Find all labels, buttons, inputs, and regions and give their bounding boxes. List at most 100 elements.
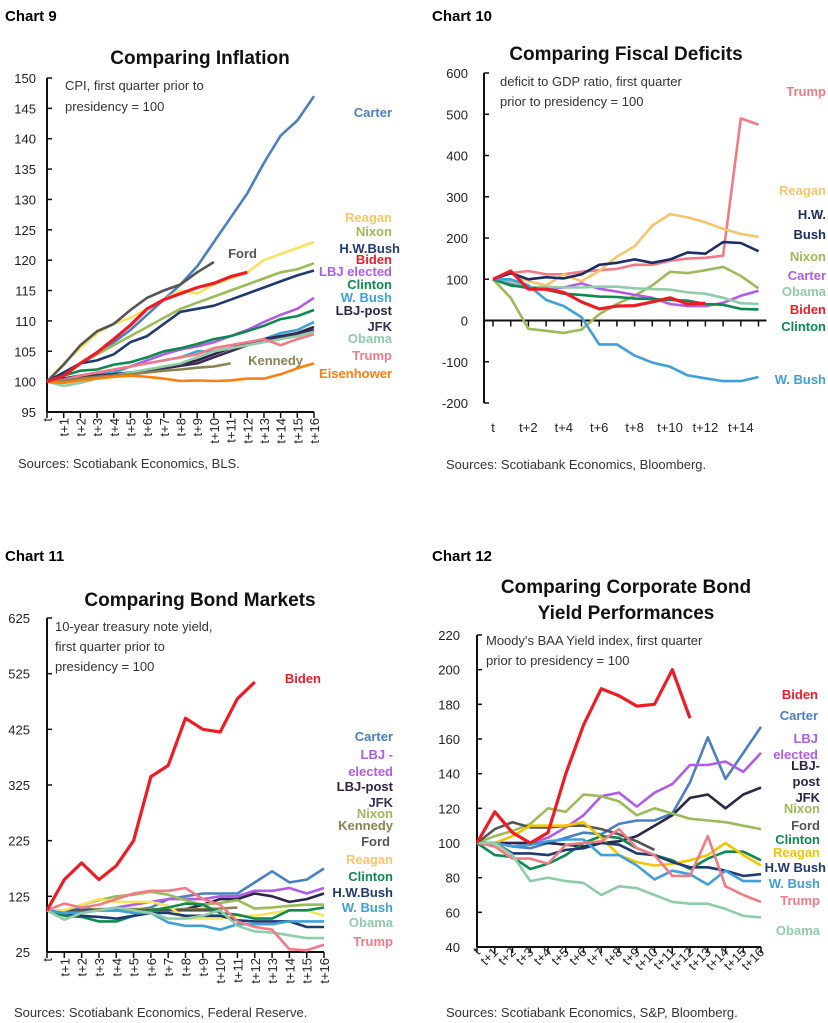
x-tick-label: t+6 — [144, 958, 159, 976]
x-tick-label: t+8 — [179, 958, 194, 976]
x-tick-label: t+2 — [75, 958, 90, 976]
series-label: JFK — [367, 319, 392, 334]
y-tick-label: 60 — [446, 905, 460, 920]
series-line-trump — [492, 117, 759, 281]
chart-source: Sources: Scotiabank Economics, BLS. — [18, 456, 240, 471]
series-label: Obama — [782, 284, 827, 299]
y-tick-label: 0 — [461, 314, 468, 329]
chart-9: Chart 9 Comparing Inflation CPI, first qua… — [5, 8, 400, 471]
series-line-h-w-bush — [492, 240, 760, 281]
series-line-lbj-post — [477, 786, 762, 848]
x-tick-label: t+1 — [57, 958, 72, 976]
series-label: H.W Bush — [765, 860, 826, 875]
series-label: Nixon — [356, 224, 392, 239]
y-tick-label: -100 — [442, 355, 468, 370]
y-tick-label: 625 — [8, 611, 30, 626]
x-tick-label: t+10 — [657, 420, 683, 435]
series-label: Carter — [780, 708, 818, 723]
y-tick-label: 135 — [14, 162, 36, 177]
series-label: LBJ- — [791, 758, 820, 773]
y-tick-label: 115 — [15, 284, 36, 299]
x-tick-label: t+5 — [123, 418, 138, 436]
y-tick-label: 140 — [438, 767, 460, 782]
y-tick-label: 100 — [446, 272, 468, 287]
x-tick-label: t+16 — [317, 958, 332, 984]
x-tick-label: t+16 — [307, 418, 322, 444]
series-line-kennedy — [46, 362, 231, 383]
series-label: Clinton — [348, 869, 393, 884]
x-tick-label: t — [491, 420, 495, 435]
y-tick-label: 100 — [438, 836, 460, 851]
y-tick-label: 120 — [14, 253, 36, 268]
series-line-biden — [492, 269, 706, 311]
chart-title: Comparing Bond Markets — [84, 590, 315, 611]
series-label: LBJ-post — [336, 303, 393, 318]
series-line-reagan — [46, 240, 315, 383]
series-label: Ford — [228, 246, 257, 261]
chart-heading: Chart 9 — [5, 8, 57, 25]
chart-subtitle: deficit to GDP ratio, first quarter — [500, 74, 682, 89]
chart-source: Sources: Scotiabank Economics, Federal R… — [14, 1005, 307, 1020]
series-label: LBJ-post — [337, 779, 394, 794]
chart-subtitle: CPI, first quarter prior to — [65, 78, 204, 93]
x-tick-label: t+11 — [230, 958, 245, 983]
series-line-biden — [475, 668, 692, 845]
series-label: W. Bush — [342, 900, 393, 915]
x-tick-label: t+14 — [274, 418, 289, 444]
y-tick-label: 100 — [14, 375, 36, 390]
chart-title: Comparing Fiscal Deficits — [509, 44, 742, 65]
y-tick-label: 80 — [446, 871, 460, 886]
x-tick-label: t+8 — [625, 420, 643, 435]
series-label: Reagan — [773, 845, 820, 860]
x-tick-label: t+3 — [90, 418, 105, 436]
chart-heading: Chart 11 — [5, 548, 64, 565]
series-label: Nixon — [784, 801, 820, 816]
x-tick-label: t+10 — [207, 418, 222, 444]
x-tick-label: t+8 — [174, 418, 189, 436]
y-tick-label: 425 — [8, 722, 30, 737]
chart-subtitle: 10-year treasury note yield, — [55, 619, 213, 634]
x-tick-label: t+1 — [57, 418, 72, 436]
series-label: Carter — [355, 729, 393, 744]
series-line-obama — [46, 906, 324, 940]
series-label: Biden — [790, 302, 826, 317]
y-tick-label: 300 — [446, 190, 468, 205]
series-label: Nixon — [790, 249, 826, 264]
y-tick-label: 105 — [14, 344, 36, 359]
series-line-reagan — [492, 212, 759, 287]
x-tick-label: t+2 — [73, 418, 88, 436]
y-tick-label: -200 — [442, 396, 468, 411]
chart-10: Chart 10 Comparing Fiscal Deficits deficit… — [432, 8, 827, 472]
series-line-biden — [46, 270, 248, 384]
series-label: W. Bush — [769, 876, 820, 891]
series-label: H.W.Bush — [332, 885, 393, 900]
series-line-w-bush — [46, 320, 315, 383]
series-line-h-w-bush — [477, 841, 762, 878]
y-tick-label: 120 — [438, 801, 460, 816]
y-tick-label: 140 — [14, 132, 36, 147]
series-label: Reagan — [346, 852, 393, 867]
chart-subtitle: presidency = 100 — [65, 99, 164, 114]
x-tick-label: t+7 — [161, 958, 176, 976]
y-tick-label: 125 — [8, 889, 30, 904]
series-label: elected — [348, 764, 393, 779]
y-tick-label: 525 — [8, 667, 30, 682]
y-tick-label: 500 — [446, 107, 468, 122]
series-label: Trump — [353, 934, 393, 949]
x-tick-label: t+5 — [127, 958, 142, 976]
y-tick-label: 600 — [446, 66, 468, 81]
series-label: Clinton — [775, 832, 820, 847]
chart-title: Yield Performances — [538, 603, 715, 624]
series-line-ford — [46, 260, 215, 383]
series-label: H.W. — [798, 207, 826, 222]
chart-subtitle: first quarter prior to — [55, 639, 165, 654]
series-label: Kennedy — [248, 353, 304, 368]
series-line-trump — [46, 886, 325, 952]
series-label: Reagan — [779, 183, 826, 198]
x-tick-label: t+15 — [290, 418, 305, 444]
x-tick-label: t+14 — [728, 420, 754, 435]
series-line-trump — [46, 333, 315, 383]
series-line-carter — [477, 726, 763, 850]
